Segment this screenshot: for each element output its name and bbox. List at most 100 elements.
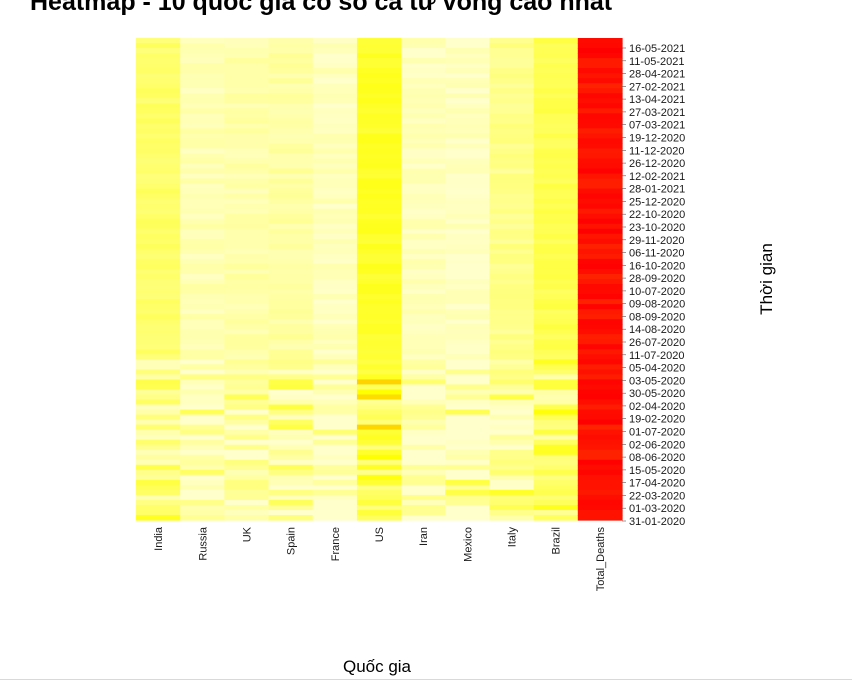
- heatmap-cell: [180, 299, 225, 305]
- heatmap-cell: [224, 459, 270, 466]
- heatmap-cell: [312, 284, 358, 290]
- heatmap-cell: [268, 188, 314, 195]
- heatmap-cell: [533, 444, 579, 451]
- y-tick-label: 03-05-2020: [629, 375, 685, 387]
- heatmap-cell: [268, 329, 314, 335]
- heatmap-cell: [401, 93, 446, 99]
- heatmap-cell: [577, 158, 623, 165]
- heatmap-cell: [224, 489, 270, 496]
- heatmap-cell: [533, 73, 579, 79]
- heatmap-cell: [180, 273, 225, 280]
- heatmap-cell: [268, 324, 314, 330]
- heatmap-cell: [401, 354, 446, 360]
- heatmap-cell: [489, 384, 535, 391]
- heatmap-cell: [445, 193, 491, 200]
- heatmap-cell: [224, 158, 270, 165]
- heatmap-cell: [401, 108, 446, 114]
- heatmap-cell: [445, 93, 491, 99]
- heatmap-cell: [533, 464, 579, 471]
- heatmap-cell: [356, 108, 402, 114]
- heatmap-cell: [577, 499, 623, 506]
- heatmap-cell: [489, 499, 535, 506]
- heatmap-cell: [533, 198, 579, 205]
- heatmap-cell: [136, 454, 181, 461]
- heatmap-cell: [401, 208, 446, 215]
- heatmap-cell: [136, 128, 181, 134]
- heatmap-cell: [401, 309, 446, 315]
- heatmap-cell: [401, 223, 446, 230]
- heatmap-cell: [136, 509, 181, 516]
- chart-title: Heatmap - 10 quốc gia có số ca tử vong c…: [30, 0, 613, 16]
- heatmap-cell: [224, 133, 270, 140]
- heatmap-cell: [445, 118, 491, 124]
- heatmap-cell: [136, 138, 181, 145]
- heatmap-cell: [356, 514, 402, 521]
- heatmap-cell: [577, 459, 623, 466]
- y-tick-label: 19-02-2020: [629, 414, 685, 426]
- heatmap-cell: [224, 98, 270, 104]
- heatmap-cell: [401, 183, 446, 190]
- heatmap-cell: [577, 334, 623, 340]
- heatmap-cell: [401, 243, 446, 250]
- heatmap-cell: [268, 78, 314, 84]
- heatmap-cell: [268, 118, 314, 124]
- heatmap-cell: [489, 263, 535, 270]
- heatmap-cell: [312, 258, 358, 265]
- heatmap-cell: [180, 248, 225, 255]
- heatmap-cell: [401, 494, 446, 501]
- heatmap-cell: [356, 419, 402, 426]
- heatmap-cells: [136, 38, 623, 521]
- heatmap-cell: [224, 329, 270, 335]
- heatmap-cell: [180, 53, 225, 59]
- heatmap-cell: [224, 474, 270, 481]
- heatmap-cell: [312, 138, 358, 145]
- heatmap-cell: [533, 53, 579, 59]
- heatmap-cell: [445, 484, 491, 491]
- heatmap-cell: [224, 193, 270, 200]
- heatmap-cell: [445, 289, 491, 295]
- heatmap-cell: [136, 133, 181, 140]
- heatmap-cell: [577, 329, 623, 335]
- heatmap-cell: [577, 263, 623, 270]
- bottom-divider: [0, 679, 852, 680]
- heatmap-cell: [268, 58, 314, 64]
- heatmap-cell: [445, 63, 491, 69]
- heatmap-cell: [268, 213, 314, 220]
- heatmap-cell: [136, 384, 181, 391]
- heatmap-cell: [445, 329, 491, 335]
- heatmap-cell: [445, 324, 491, 330]
- heatmap-cell: [136, 48, 181, 54]
- heatmap-cell: [224, 228, 270, 235]
- heatmap-cell: [489, 474, 535, 481]
- heatmap-cell: [533, 389, 579, 396]
- heatmap-cell: [401, 344, 446, 350]
- heatmap-cell: [180, 58, 225, 64]
- heatmap-cell: [312, 188, 358, 195]
- heatmap-cell: [136, 203, 181, 210]
- heatmap-cell: [533, 409, 579, 416]
- heatmap-cell: [312, 53, 358, 59]
- heatmap-cell: [180, 369, 225, 375]
- heatmap-cell: [312, 183, 358, 190]
- heatmap-cell: [577, 449, 623, 456]
- heatmap-cell: [356, 509, 402, 516]
- heatmap-cell: [489, 299, 535, 305]
- heatmap-cell: [268, 354, 314, 360]
- heatmap-cell: [356, 364, 402, 370]
- heatmap-cell: [224, 138, 270, 145]
- heatmap-cell: [356, 369, 402, 375]
- heatmap-cell: [356, 319, 402, 325]
- heatmap-cell: [401, 489, 446, 496]
- heatmap-cell: [445, 509, 491, 516]
- heatmap-cell: [224, 128, 270, 134]
- heatmap-cell: [445, 489, 491, 496]
- heatmap-cell: [224, 369, 270, 375]
- heatmap-cell: [533, 479, 579, 486]
- heatmap-cell: [401, 419, 446, 426]
- heatmap-cell: [268, 203, 314, 210]
- heatmap-cell: [577, 504, 623, 511]
- heatmap-cell: [136, 424, 181, 431]
- heatmap-cell: [489, 68, 535, 74]
- heatmap-cell: [577, 439, 623, 446]
- heatmap-cell: [489, 78, 535, 84]
